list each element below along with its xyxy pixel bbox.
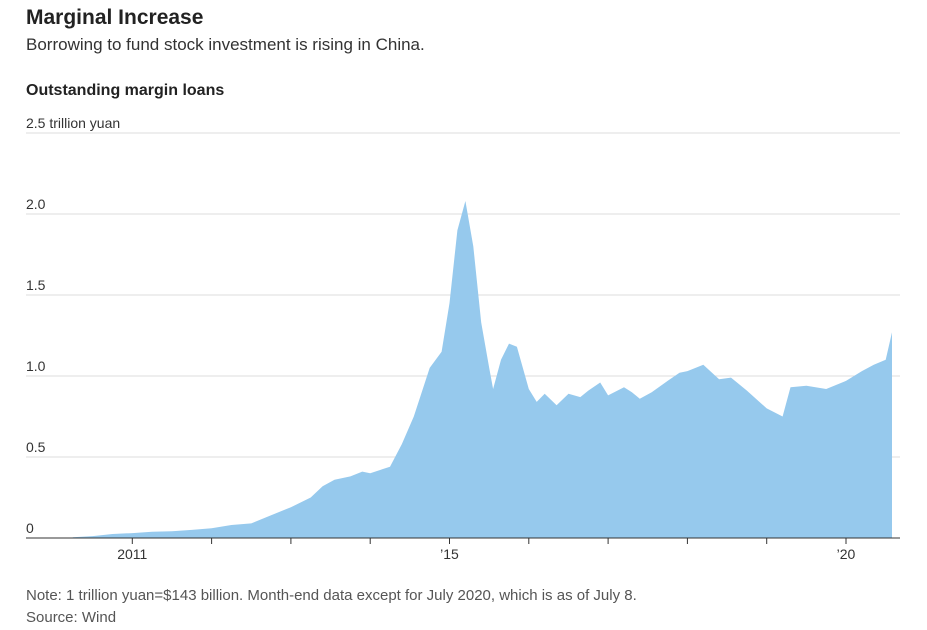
area-series (72, 201, 893, 538)
y-tick-label: 2.0 (26, 196, 46, 212)
y-tick-label: 1.5 (26, 277, 46, 293)
chart-source: Source: Wind (26, 609, 117, 626)
chart-subtitle: Borrowing to fund stock investment is ri… (26, 35, 425, 54)
y-tick-labels: 0 0.5 1.0 1.5 2.0 2.5 trillion yuan (26, 115, 120, 536)
y-tick-label: 1.0 (26, 358, 46, 374)
x-tick-label: ’15 (440, 546, 459, 562)
x-tick-label: 2011 (117, 546, 147, 562)
x-ticks: 2011 ’15 ’20 (117, 538, 856, 562)
y-tick-label: 0 (26, 520, 34, 536)
y-tick-label: 0.5 (26, 439, 46, 455)
y-tick-label: 2.5 trillion yuan (26, 115, 120, 131)
chart-section-title: Outstanding margin loans (26, 82, 225, 99)
chart-note: Note: 1 trillion yuan=$143 billion. Mont… (26, 587, 637, 604)
chart-title-main: Marginal Increase (26, 6, 204, 29)
x-tick-label: ’20 (837, 546, 856, 562)
